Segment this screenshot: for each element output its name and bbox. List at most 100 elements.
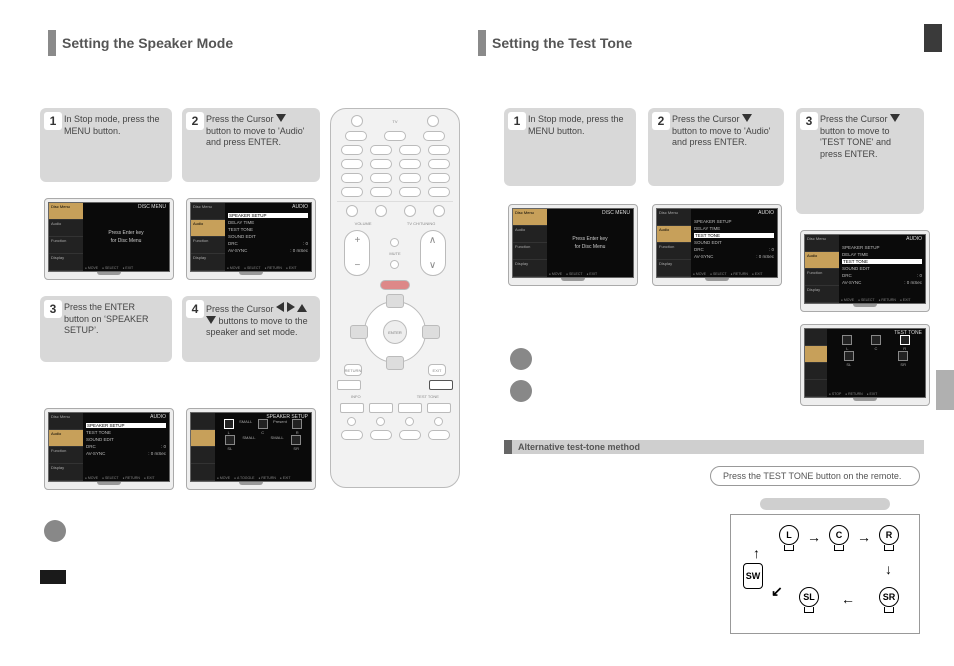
osd-msg: Press Enter key (108, 230, 143, 236)
flow-speaker-c: C (827, 525, 851, 553)
osd-tab: Audio (191, 220, 225, 237)
open-close-button[interactable] (427, 115, 439, 127)
right-arrow-icon (287, 302, 295, 312)
remote-src-row (337, 131, 453, 141)
flow-arrow-icon: ← (841, 591, 855, 607)
num-button[interactable] (399, 173, 421, 183)
color-button[interactable] (434, 417, 443, 426)
flow-speaker-sw: SW (741, 563, 765, 591)
volume-rocker[interactable]: +− (344, 230, 370, 276)
cursor-right-button[interactable] (422, 325, 440, 339)
num-button[interactable] (341, 159, 363, 169)
prev-button[interactable] (346, 205, 358, 217)
next-button[interactable] (433, 205, 445, 217)
power-button[interactable] (351, 115, 363, 127)
step-text-post: buttons to move to the speaker and set m… (206, 316, 308, 338)
fn-button[interactable] (398, 403, 422, 413)
speaker-flow-box: L C R SW SL SR → → ↓ ← ↙ ↑ (730, 514, 920, 634)
fn-button[interactable] (428, 187, 450, 197)
enter-button[interactable]: ENTER (383, 320, 407, 344)
osd-speaker-setup: SPEAKER SETUP L SMALL C Present R SL SMA… (186, 408, 316, 490)
test-tone-button[interactable] (429, 380, 453, 390)
fn-button[interactable] (369, 403, 393, 413)
bullet-icon (44, 520, 66, 542)
osd-header: SPEAKER SETUP (266, 414, 308, 420)
cursor-down-button[interactable] (386, 356, 404, 370)
step-number: 3 (800, 112, 818, 130)
fn-button[interactable] (341, 187, 363, 197)
flow-speaker-sr: SR (877, 587, 901, 615)
num-button[interactable] (341, 173, 363, 183)
nav-pad: ENTER RETURN EXIT (350, 296, 440, 368)
tuning-mem-button[interactable] (390, 260, 399, 269)
info-testtone-row (337, 380, 453, 390)
step-number: 3 (44, 300, 62, 318)
step-text: Press the Cursor button to move to 'TEST… (820, 114, 914, 161)
num-button[interactable] (428, 145, 450, 155)
dvd-button[interactable] (345, 131, 367, 141)
osd-tab: Function (49, 447, 83, 464)
num-button[interactable] (341, 145, 363, 155)
note-bar: Alternative test-tone method (504, 440, 924, 454)
color-button[interactable] (376, 417, 385, 426)
num-button[interactable] (428, 173, 450, 183)
cursor-left-button[interactable] (350, 325, 368, 339)
mute-button[interactable] (390, 238, 399, 247)
step-number: 1 (44, 112, 62, 130)
right-step-1: 1 In Stop mode, press the MENU button. (504, 108, 636, 186)
play-button[interactable] (404, 205, 416, 217)
fn-button[interactable] (399, 187, 421, 197)
title-text: Setting the Speaker Mode (62, 35, 233, 51)
num-button[interactable] (428, 159, 450, 169)
osd-tab: Function (191, 237, 225, 254)
bullet-icon (510, 348, 532, 370)
num-button[interactable] (370, 159, 392, 169)
speaker-layout: L SMALL C Present R SL SMALL SMALL SR (217, 415, 309, 455)
cursor-up-button[interactable] (386, 294, 404, 308)
fn-button[interactable] (370, 187, 392, 197)
osd-tab: Audio (49, 220, 83, 237)
page-marker-top-right (924, 24, 942, 52)
tuner-button[interactable] (384, 131, 406, 141)
stop-button[interactable] (375, 205, 387, 217)
return-button[interactable]: RETURN (344, 364, 362, 376)
num-button[interactable] (370, 145, 392, 155)
note-pill-text: Press the TEST TONE button on the remote… (723, 471, 901, 481)
osd-left-tabs: Disc Menu Audio Function Display (49, 413, 83, 481)
channel-rocker[interactable]: ∧∨ (420, 230, 446, 276)
flow-speaker-l: L (777, 525, 801, 553)
info-button[interactable] (337, 380, 361, 390)
flow-arrow-icon: ↓ (885, 561, 892, 577)
osd-tab: Function (49, 237, 83, 254)
left-step-2: 2 Press the Cursor button to move to 'Au… (182, 108, 320, 182)
fn-button[interactable] (370, 430, 392, 440)
menu-button[interactable] (380, 280, 410, 290)
num-button[interactable] (370, 173, 392, 183)
fn-button[interactable] (399, 430, 421, 440)
fn-button[interactable] (428, 430, 450, 440)
flow-arrow-icon: ↙ (771, 583, 783, 600)
fn-button[interactable] (340, 403, 364, 413)
side-tab (936, 370, 954, 410)
note-pill-secondary (760, 498, 890, 510)
osd-footer: MOVESELECTEXIT (85, 266, 167, 270)
step-text: Press the Cursor button to move to 'Audi… (206, 114, 310, 149)
fn-button[interactable] (341, 430, 363, 440)
transport-row (337, 201, 453, 217)
step-text: Press the Cursor button to move to 'Audi… (672, 114, 774, 149)
exit-button[interactable]: EXIT (428, 364, 446, 376)
color-button[interactable] (405, 417, 414, 426)
osd-header: DISC MENU (138, 204, 166, 210)
num-button[interactable] (399, 159, 421, 169)
color-button[interactable] (347, 417, 356, 426)
right-section-title: Setting the Test Tone (478, 30, 632, 56)
down-arrow-icon (742, 114, 752, 122)
step-text: Press the Cursor buttons to move to the … (206, 302, 310, 339)
fn-button[interactable] (427, 403, 451, 413)
right-step-2: 2 Press the Cursor button to move to 'Au… (648, 108, 784, 186)
num-button[interactable] (399, 145, 421, 155)
left-arrow-icon (276, 302, 284, 312)
left-section-title: Setting the Speaker Mode (48, 30, 233, 56)
osd-tab: Disc Menu (49, 203, 83, 220)
aux-button[interactable] (423, 131, 445, 141)
